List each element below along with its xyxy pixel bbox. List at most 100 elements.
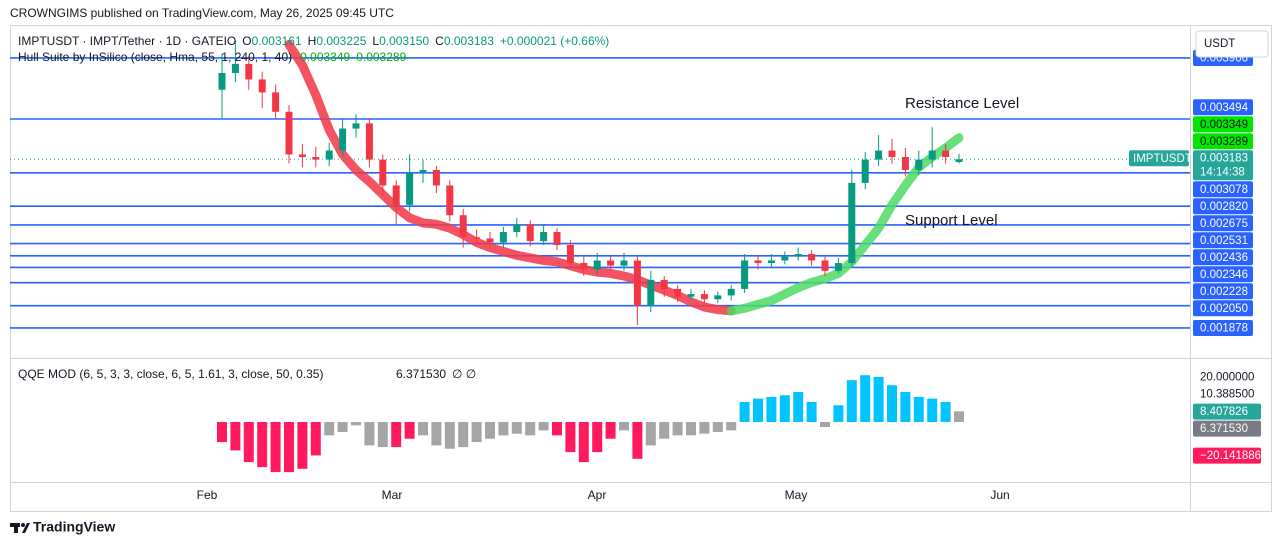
qqe-bar bbox=[257, 422, 268, 468]
ohlc-key: C bbox=[435, 34, 444, 48]
symbol-legend: IMPTUSDT · IMPT/Tether · 1D · GATEIO O0.0… bbox=[18, 34, 609, 48]
qqe-bar bbox=[645, 422, 656, 446]
brand: TradingView bbox=[33, 519, 115, 535]
axis-label: 0.001878 bbox=[1200, 323, 1248, 335]
y-tick-label: 20.000000 bbox=[1200, 372, 1254, 384]
logo-part bbox=[22, 523, 30, 533]
candle-body bbox=[915, 159, 923, 170]
last-price: 0.003183 bbox=[1200, 152, 1248, 164]
qqe-bar bbox=[418, 422, 428, 436]
qqe-bar bbox=[632, 422, 643, 459]
qqe-value: 6.371530 bbox=[396, 367, 446, 381]
axis-label: 0.003289 bbox=[1200, 136, 1248, 148]
candle-body bbox=[298, 154, 306, 158]
axis-label: 0.002675 bbox=[1200, 218, 1248, 230]
axis-label: 0.002436 bbox=[1200, 252, 1248, 264]
candle-body bbox=[272, 92, 280, 112]
candle-body bbox=[767, 260, 775, 264]
qqe-bar bbox=[833, 405, 844, 422]
candle-body bbox=[231, 63, 239, 73]
qqe-bar bbox=[578, 422, 589, 463]
axis-label-box bbox=[1193, 232, 1253, 249]
candle-body bbox=[540, 232, 548, 242]
qqe-bar bbox=[592, 422, 603, 453]
candle-body bbox=[633, 260, 641, 306]
qqe-bar bbox=[404, 422, 415, 439]
qqe-bar bbox=[686, 422, 696, 436]
candle-body bbox=[714, 295, 722, 300]
qqe-bar bbox=[820, 422, 830, 428]
qqe-bar bbox=[766, 396, 777, 422]
axis-label: 0.002820 bbox=[1200, 201, 1248, 213]
candle-body bbox=[794, 254, 802, 257]
brand-logo bbox=[10, 523, 30, 533]
qqe-bar bbox=[565, 422, 576, 453]
candle-body bbox=[352, 123, 360, 129]
axis-label: 0.002228 bbox=[1200, 286, 1248, 298]
candle-body bbox=[339, 128, 347, 151]
qqe-bar bbox=[712, 422, 723, 433]
qqe-extra: ∅ ∅ bbox=[452, 367, 476, 381]
ohlc-key: H bbox=[308, 34, 317, 48]
qqe-bar bbox=[940, 401, 951, 422]
qqe-bar bbox=[485, 422, 495, 439]
candle-body bbox=[955, 159, 963, 163]
axis-label-box bbox=[1193, 403, 1261, 420]
logo-part bbox=[21, 523, 25, 527]
candle-body bbox=[432, 169, 440, 186]
symbol-tag-text: IMPTUSDT bbox=[1133, 153, 1192, 165]
candle-body bbox=[406, 172, 414, 205]
ohlc-value: 0.003150 bbox=[379, 34, 429, 48]
axis-label: −20.141886 bbox=[1200, 450, 1261, 462]
candle-body bbox=[566, 244, 574, 264]
right-axis: 0.0039660.0034940.0033490.0032890.003183… bbox=[1129, 49, 1261, 464]
candle-body bbox=[861, 159, 869, 183]
qqe-bar bbox=[538, 422, 549, 431]
qqe-bar bbox=[458, 422, 469, 448]
axis-label-box bbox=[1193, 319, 1253, 336]
candle-body bbox=[459, 215, 467, 238]
axis-label-box bbox=[1193, 99, 1253, 116]
qqe-bar bbox=[217, 422, 227, 443]
axis-label-box bbox=[1193, 116, 1253, 133]
annotation: Support Level bbox=[905, 212, 998, 229]
hull-legend: Hull Suite by InSilico (close, Hma, 55, … bbox=[18, 50, 407, 64]
price-pane bbox=[10, 40, 1190, 329]
axis-label-box bbox=[1193, 447, 1261, 464]
axis-label: 0.003078 bbox=[1200, 184, 1248, 196]
candle-body bbox=[245, 63, 253, 80]
candle-body bbox=[312, 157, 320, 160]
month-label: Jun bbox=[990, 488, 1009, 502]
qqe-bar bbox=[605, 422, 616, 439]
qqe-pane bbox=[217, 375, 964, 473]
axis-label-box bbox=[1193, 133, 1253, 150]
candle-body bbox=[258, 79, 266, 93]
hull-band bbox=[284, 40, 736, 316]
publisher: CROWNGIMS published on TradingView.com, … bbox=[10, 6, 394, 20]
qqe-bar bbox=[927, 398, 938, 422]
qqe-bar bbox=[511, 422, 522, 434]
month-label: Feb bbox=[197, 488, 218, 502]
axis-label-box bbox=[1193, 266, 1253, 283]
symbol: IMPTUSDT · IMPT/Tether · 1D · GATEIO bbox=[18, 34, 236, 48]
candle-body bbox=[928, 150, 936, 160]
candle-body bbox=[808, 254, 816, 261]
qqe-bar bbox=[310, 422, 321, 456]
qqe-bar bbox=[954, 411, 964, 422]
candle-body bbox=[875, 150, 883, 160]
currency-box bbox=[1195, 30, 1269, 58]
y-tick-label: 10.388500 bbox=[1200, 389, 1254, 401]
hull-name: Hull Suite by InSilico (close, Hma, 55, … bbox=[18, 50, 292, 64]
candle-body bbox=[741, 260, 749, 289]
qqe-bar bbox=[699, 422, 710, 434]
candle-body bbox=[513, 224, 521, 233]
axis-label-box bbox=[1193, 300, 1253, 317]
axis-label: 8.407826 bbox=[1200, 406, 1248, 418]
qqe-bar bbox=[377, 422, 388, 448]
qqe-bar bbox=[230, 422, 241, 451]
axis-label-box bbox=[1193, 249, 1253, 266]
candle-body bbox=[647, 279, 655, 306]
qqe-bar bbox=[873, 376, 884, 422]
candle-body bbox=[553, 232, 561, 245]
